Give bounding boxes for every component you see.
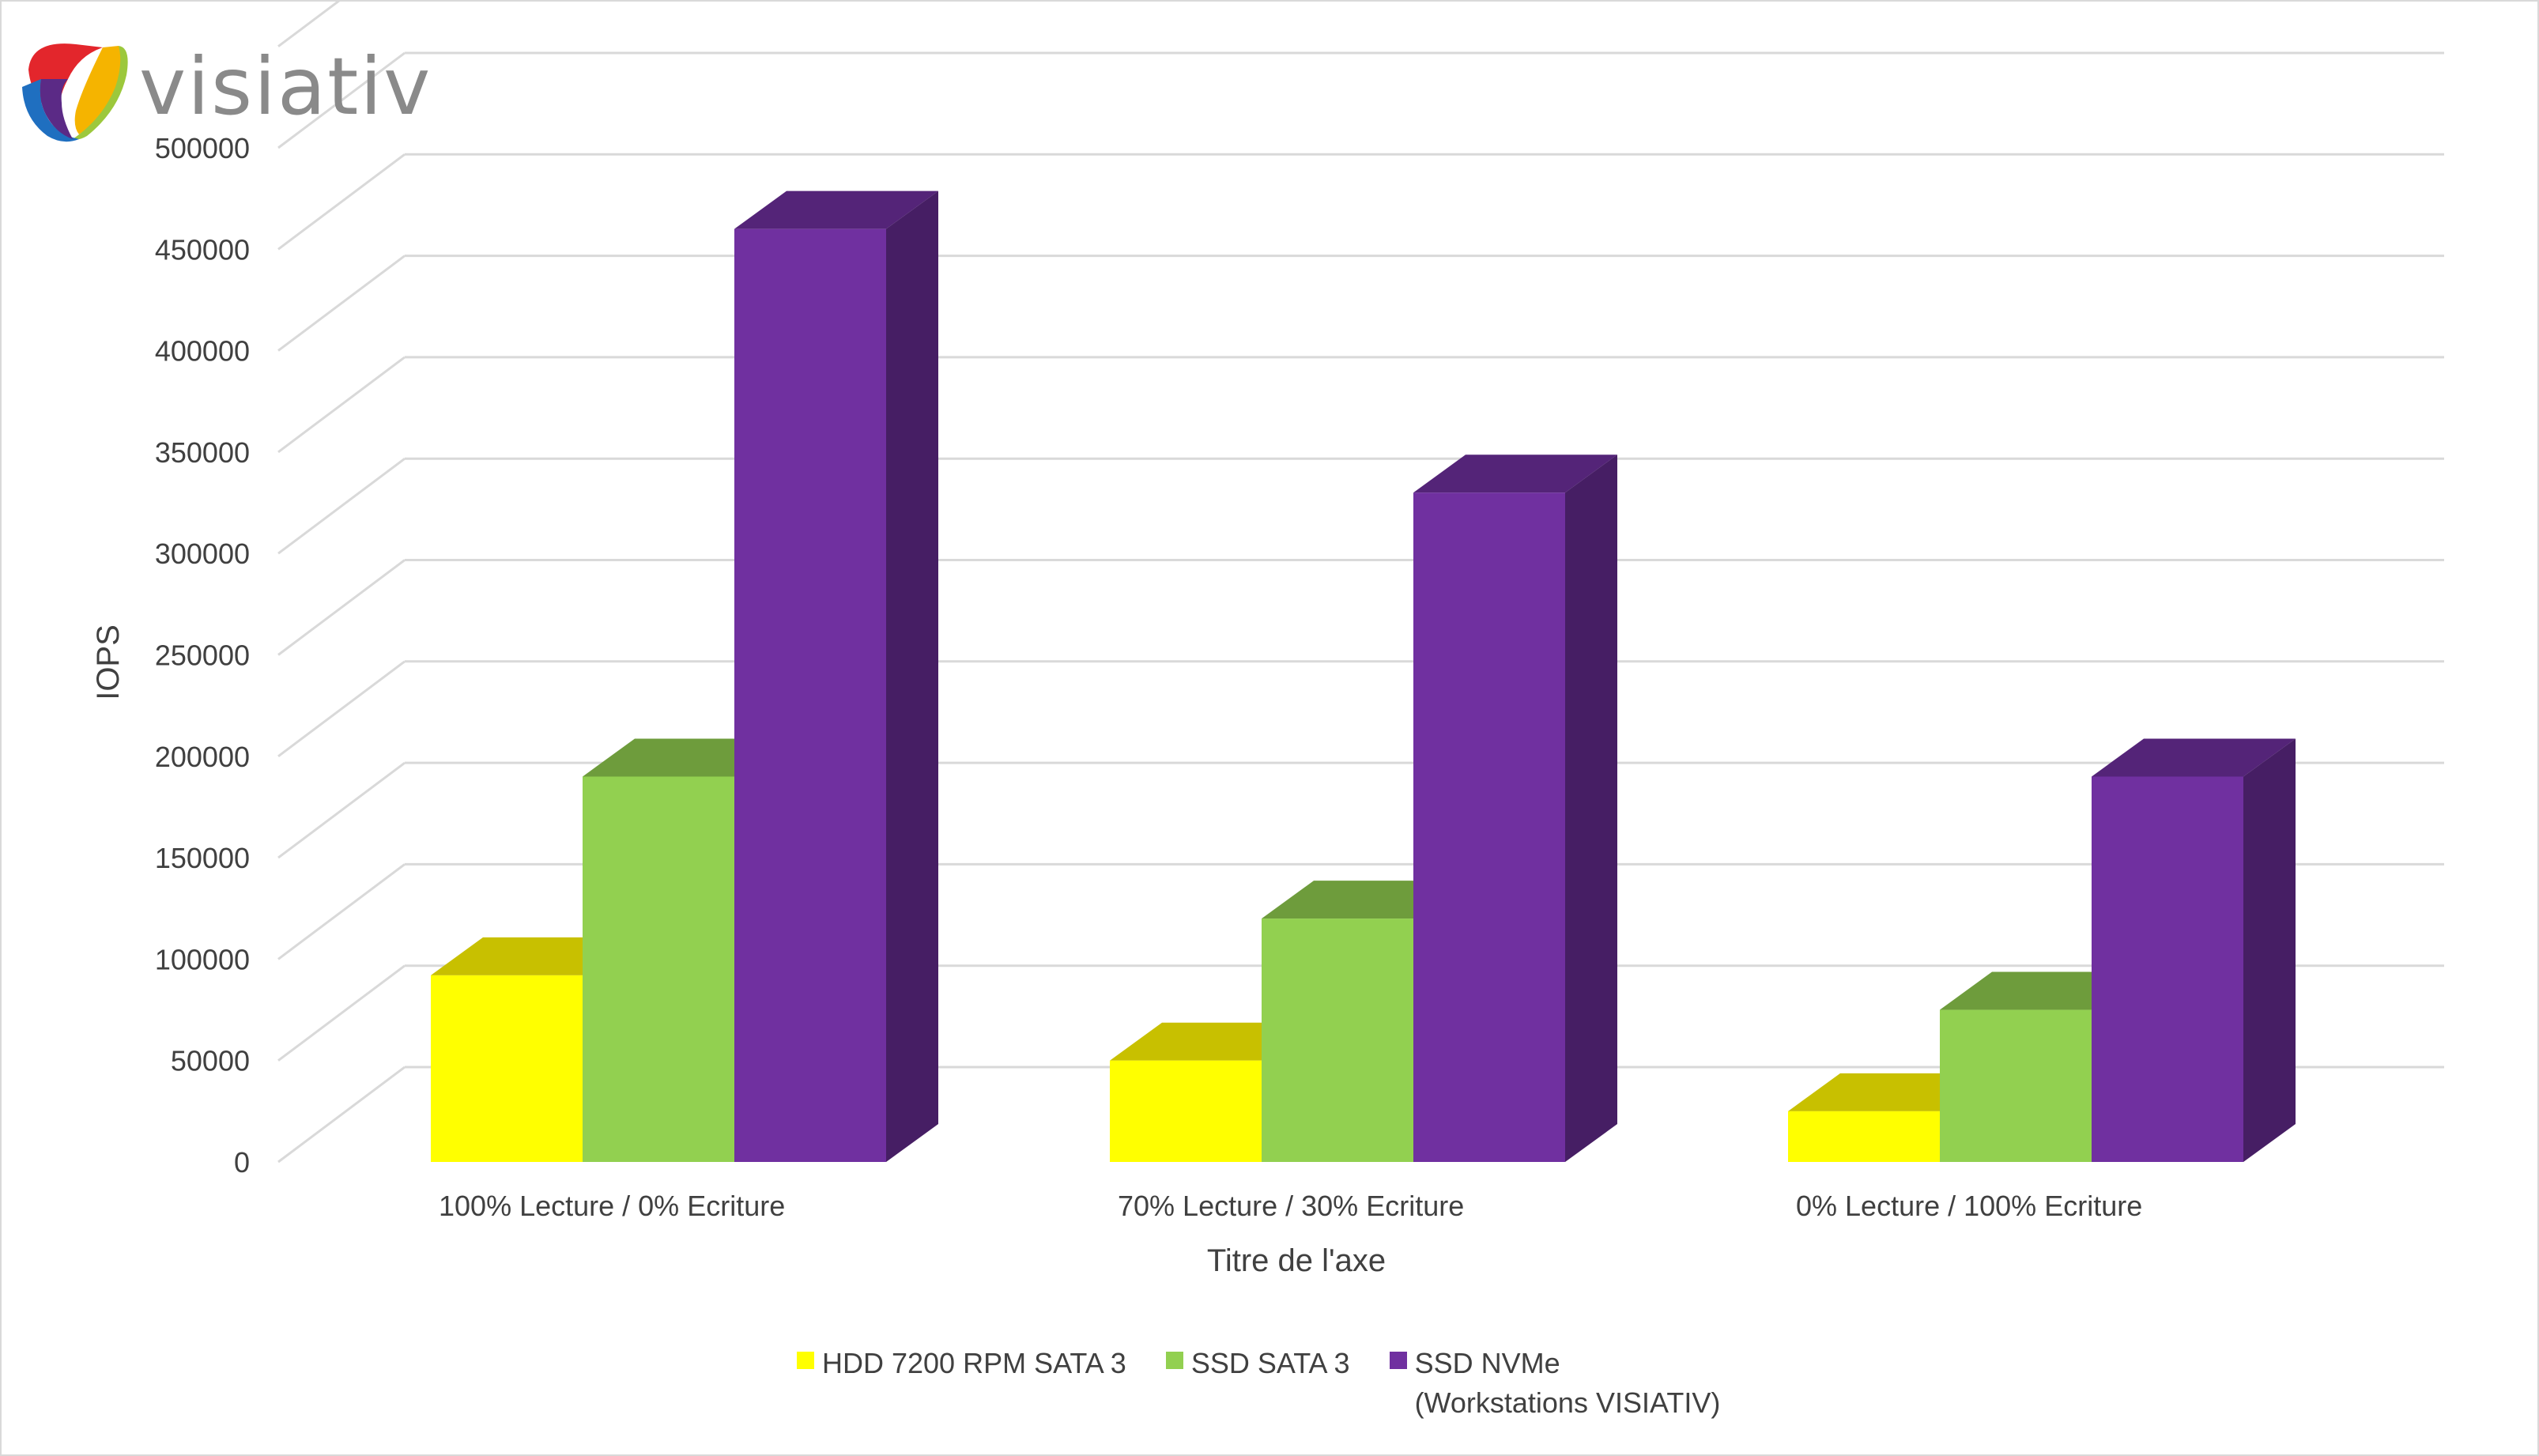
gridline-depth [277, 964, 406, 1062]
y-tick-label: 400000 [155, 335, 250, 368]
gridline-depth [277, 660, 406, 757]
bar-front [734, 228, 886, 1162]
y-tick-label: 150000 [155, 842, 250, 874]
bar-top [734, 190, 938, 229]
bar-side [1565, 455, 1617, 1162]
legend-label-ssd-nvme: SSD NVMe (Workstations VISIATIV) [1414, 1347, 1721, 1419]
gridline-depth [277, 458, 406, 555]
bar-front [583, 776, 734, 1162]
bar-side [2243, 738, 2296, 1162]
y-tick-labels: 0 50000 100000 150000 200000 250000 300000 3500… [155, 132, 250, 1179]
legend-item-hdd: HDD 7200 RPM SATA 3 [797, 1344, 1126, 1423]
bar [2092, 738, 2296, 1162]
gridline-depth [277, 559, 406, 656]
category-labels: 100% Lecture / 0% Ecriture 70% Lecture / … [439, 1190, 2142, 1222]
y-tick-label: 100000 [155, 943, 250, 975]
gridline-depth [277, 1066, 406, 1164]
category-label: 0% Lecture / 100% Ecriture [1796, 1190, 2142, 1222]
legend: HDD 7200 RPM SATA 3 SSD SATA 3 SSD NVMe … [797, 1344, 1760, 1423]
bar-front [1110, 1060, 1262, 1162]
legend-item-ssd-nvme: SSD NVMe (Workstations VISIATIV) [1389, 1344, 1721, 1423]
y-tick-label: 250000 [155, 639, 250, 672]
legend-item-ssd-sata: SSD SATA 3 [1165, 1344, 1350, 1423]
category-label: 100% Lecture / 0% Ecriture [439, 1190, 785, 1222]
legend-swatch-ssd-nvme [1389, 1352, 1407, 1369]
y-tick-label: 350000 [155, 436, 250, 469]
bar-front [431, 975, 583, 1162]
gridline-depth [277, 761, 406, 859]
bar [583, 738, 787, 1162]
gridline-depth [277, 356, 406, 454]
category-label: 70% Lecture / 30% Ecriture [1118, 1190, 1464, 1222]
legend-swatch-hdd [797, 1352, 814, 1369]
legend-swatch-ssd-sata [1165, 1352, 1183, 1369]
bar-side [886, 190, 938, 1162]
gridline-depth [277, 153, 406, 251]
bar-front [1940, 1009, 2092, 1162]
bar-top [1413, 455, 1617, 493]
bar-top [2092, 738, 2296, 777]
y-tick-label: 300000 [155, 538, 250, 570]
legend-label-hdd: HDD 7200 RPM SATA 3 [822, 1347, 1126, 1379]
bar [1110, 1022, 1314, 1162]
legend-label-ssd-sata: SSD SATA 3 [1190, 1347, 1350, 1379]
y-tick-label: 450000 [155, 233, 250, 266]
bar [1413, 455, 1617, 1162]
bar [734, 190, 938, 1162]
gridline-depth [277, 51, 406, 149]
bar-front [1262, 918, 1413, 1162]
y-axis-title: IOPS [91, 624, 126, 700]
visiativ-logo-icon [22, 43, 128, 142]
bar-front [1788, 1111, 1940, 1162]
gridline-depth [277, 0, 342, 47]
x-axis-title: Titre de l'axe [1207, 1243, 1386, 1278]
gridline-depth [277, 863, 406, 960]
y-tick-label: 50000 [171, 1045, 250, 1077]
bar-front [1413, 492, 1565, 1162]
y-tick-label: 200000 [155, 741, 250, 773]
logo-wordmark: visiativ [139, 40, 432, 133]
y-tick-label: 0 [234, 1146, 250, 1179]
y-tick-label: 500000 [155, 132, 250, 164]
bar-front [2092, 776, 2243, 1162]
gridline-depth [277, 255, 406, 352]
bars-layer [431, 190, 2296, 1162]
